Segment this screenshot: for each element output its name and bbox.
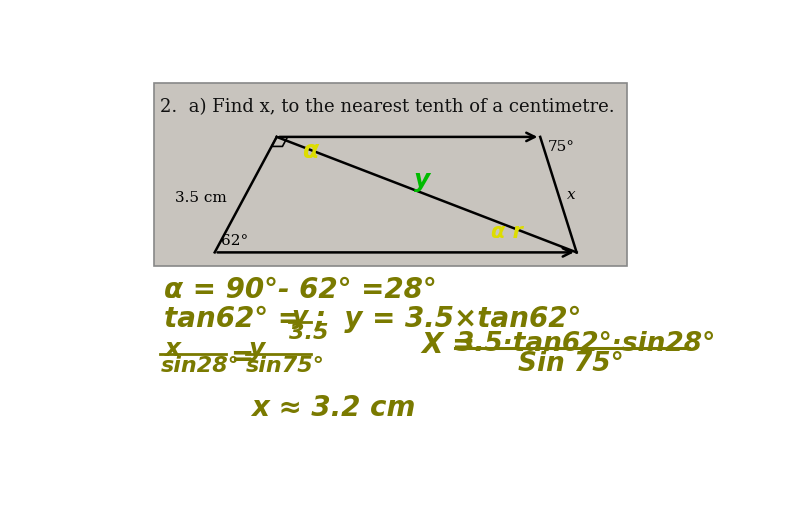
Text: 3.5 cm: 3.5 cm bbox=[175, 191, 226, 205]
Text: Sin 75°: Sin 75° bbox=[518, 351, 624, 377]
Text: α: α bbox=[302, 139, 318, 163]
Text: 3.5·tan62°·sin28°: 3.5·tan62°·sin28° bbox=[457, 331, 716, 357]
Text: x: x bbox=[566, 188, 575, 202]
Text: y: y bbox=[292, 305, 309, 329]
Text: x ≈ 3.2 cm: x ≈ 3.2 cm bbox=[251, 394, 415, 422]
Text: α r: α r bbox=[490, 222, 522, 242]
Text: 3.5: 3.5 bbox=[289, 323, 329, 343]
Text: sin75°: sin75° bbox=[246, 355, 325, 376]
Text: sin28°: sin28° bbox=[161, 355, 239, 376]
Text: X =: X = bbox=[422, 331, 476, 359]
FancyBboxPatch shape bbox=[154, 83, 627, 266]
Text: tan62° =: tan62° = bbox=[163, 305, 301, 333]
Text: 75°: 75° bbox=[548, 140, 575, 154]
Text: y: y bbox=[249, 337, 265, 361]
Text: ;  y = 3.5×tan62°: ; y = 3.5×tan62° bbox=[315, 305, 583, 333]
Text: 2.  a) Find x, to the nearest tenth of a centimetre.: 2. a) Find x, to the nearest tenth of a … bbox=[161, 98, 615, 116]
Text: =: = bbox=[230, 343, 254, 371]
Text: 62°: 62° bbox=[221, 233, 248, 248]
Text: y: y bbox=[414, 168, 430, 192]
Text: α = 90°- 62° =28°: α = 90°- 62° =28° bbox=[163, 275, 436, 304]
Text: x: x bbox=[163, 337, 180, 361]
